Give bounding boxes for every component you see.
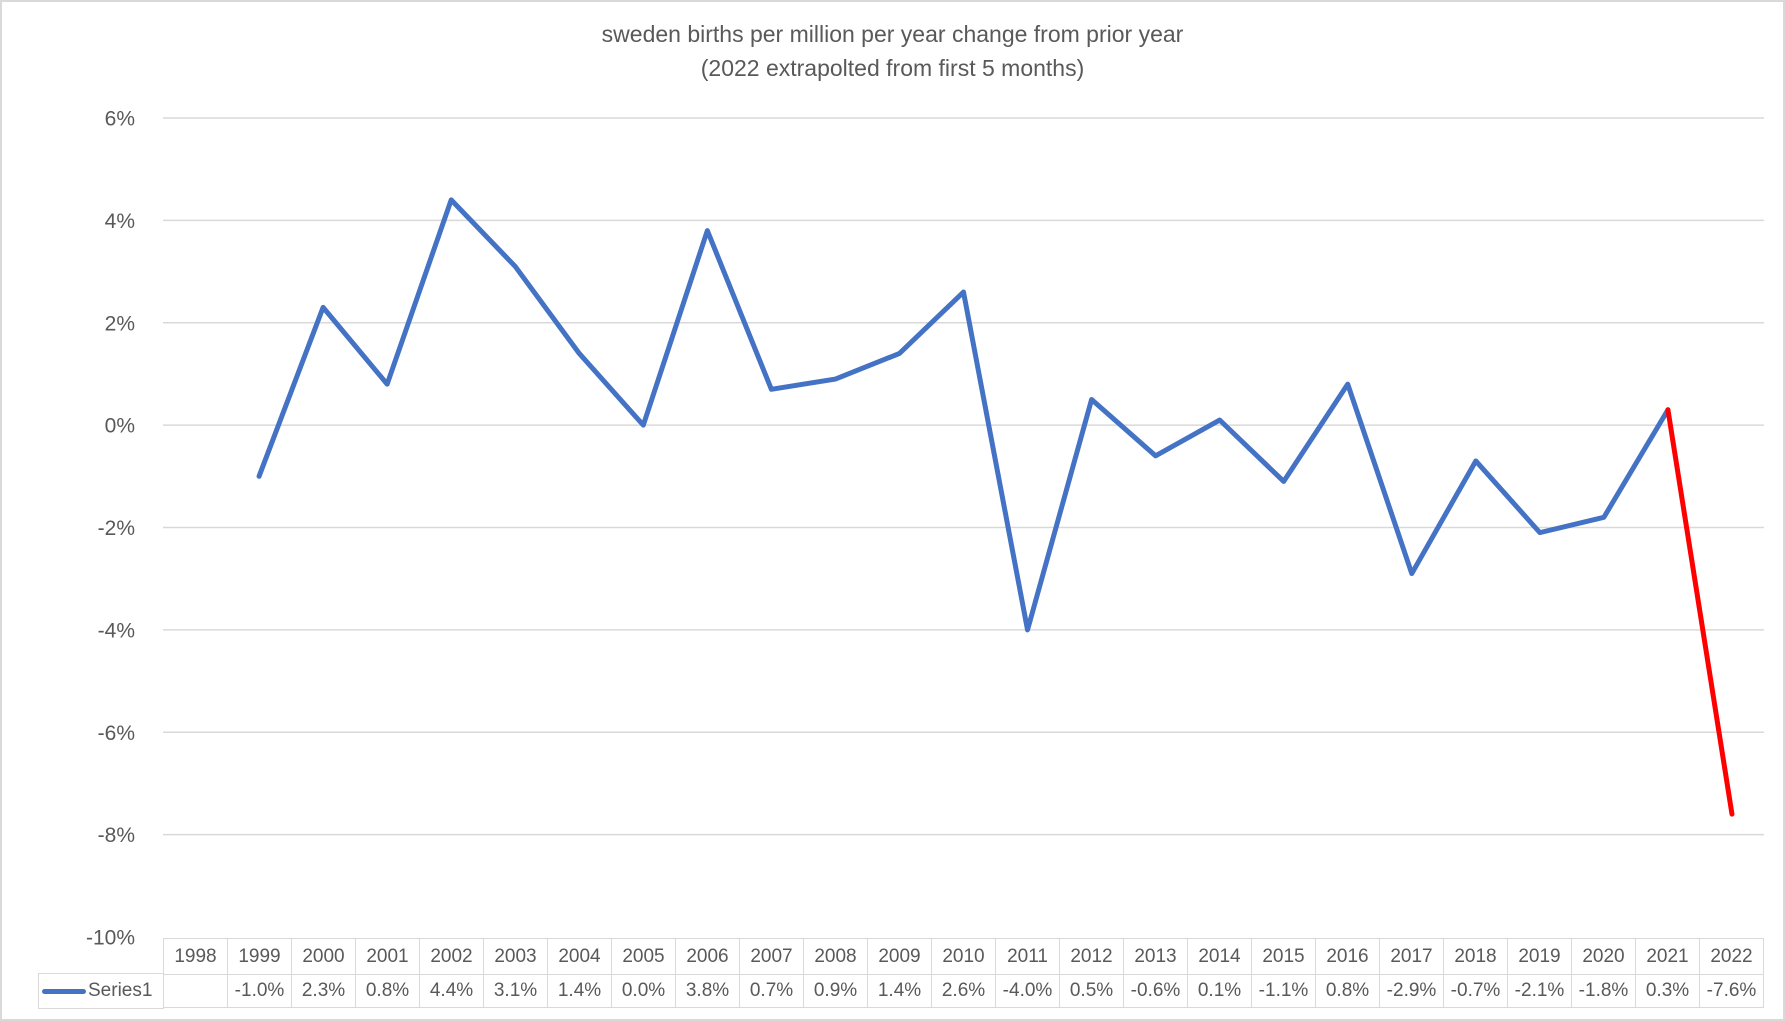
chart-title-line2: (2022 extrapolted from first 5 months)	[700, 55, 1085, 81]
year-header-cell: 2020	[1572, 939, 1636, 975]
value-cell: -2.1%	[1508, 975, 1572, 1008]
value-cell: 3.8%	[676, 975, 740, 1008]
year-header-cell: 1998	[164, 939, 228, 975]
year-header-cell: 2003	[484, 939, 548, 975]
y-axis-tick-label: -8%	[98, 824, 135, 847]
year-header-cell: 2001	[356, 939, 420, 975]
y-axis-tick-label: -2%	[98, 517, 135, 540]
legend-cell: Series1	[38, 973, 164, 1009]
year-header-cell: 2006	[676, 939, 740, 975]
year-header-cell: 2000	[292, 939, 356, 975]
year-header-cell: 2007	[740, 939, 804, 975]
chart-title: sweden births per million per year chang…	[2, 17, 1783, 85]
data-table: 1998 1999 2000 2001 2002 2003 2004 2005 2006 2007…	[163, 938, 1764, 1008]
value-cell: 2.6%	[932, 975, 996, 1008]
value-cell: 0.8%	[1316, 975, 1380, 1008]
year-header-cell: 2015	[1252, 939, 1316, 975]
value-cell: -1.0%	[228, 975, 292, 1008]
value-cell: 0.5%	[1060, 975, 1124, 1008]
value-cell: 0.0%	[612, 975, 676, 1008]
value-cell: 1.4%	[868, 975, 932, 1008]
series1-legend-label: Series1	[88, 980, 153, 1001]
year-header-cell: 2011	[996, 939, 1060, 975]
value-cell: -1.8%	[1572, 975, 1636, 1008]
value-cell: 0.9%	[804, 975, 868, 1008]
series1-line	[256, 197, 1671, 633]
value-row: -1.0% 2.3% 0.8% 4.4% 3.1% 1.4% 0.0% 3.8% 0.7% 0.9…	[164, 975, 1764, 1008]
year-header-cell: 2016	[1316, 939, 1380, 975]
year-header-cell: 2009	[868, 939, 932, 975]
year-header-cell: 2014	[1188, 939, 1252, 975]
y-axis-tick-label: -10%	[86, 927, 135, 950]
year-header-cell: 2008	[804, 939, 868, 975]
value-cell: 2.3%	[292, 975, 356, 1008]
value-cell: 0.1%	[1188, 975, 1252, 1008]
year-header-cell: 2013	[1124, 939, 1188, 975]
year-header-cell: 2018	[1444, 939, 1508, 975]
year-header-cell: 1999	[228, 939, 292, 975]
value-cell: 1.4%	[548, 975, 612, 1008]
value-cell: 0.7%	[740, 975, 804, 1008]
year-header-cell: 2004	[548, 939, 612, 975]
value-cell: -4.0%	[996, 975, 1060, 1008]
year-header-row: 1998 1999 2000 2001 2002 2003 2004 2005 2006 2007…	[164, 939, 1764, 975]
year-header-cell: 2005	[612, 939, 676, 975]
value-cell: -0.6%	[1124, 975, 1188, 1008]
value-cell: -0.7%	[1444, 975, 1508, 1008]
series1-legend-line-icon	[42, 988, 86, 994]
extrapolated-2022-line	[1665, 407, 1735, 817]
value-cell: 0.8%	[356, 975, 420, 1008]
value-cell: -7.6%	[1700, 975, 1764, 1008]
year-header-cell: 2010	[932, 939, 996, 975]
y-axis-tick-label: 6%	[105, 108, 135, 131]
year-header-cell: 2012	[1060, 939, 1124, 975]
value-cell: -2.9%	[1380, 975, 1444, 1008]
y-axis-tick-label: -6%	[98, 722, 135, 745]
year-header-cell: 2017	[1380, 939, 1444, 975]
y-axis-tick-label: 2%	[105, 312, 135, 335]
year-header-cell: 2019	[1508, 939, 1572, 975]
year-header-cell: 2022	[1700, 939, 1764, 975]
value-cell: 4.4%	[420, 975, 484, 1008]
y-axis-tick-label: 0%	[105, 415, 135, 438]
value-cell: 3.1%	[484, 975, 548, 1008]
chart-title-line1: sweden births per million per year chang…	[601, 21, 1184, 47]
value-cell	[164, 975, 228, 1008]
year-header-cell: 2002	[420, 939, 484, 975]
y-axis-tick-label: 4%	[105, 210, 135, 233]
y-axis-tick-label: -4%	[98, 619, 135, 642]
value-cell: 0.3%	[1636, 975, 1700, 1008]
value-cell: -1.1%	[1252, 975, 1316, 1008]
year-header-cell: 2021	[1636, 939, 1700, 975]
